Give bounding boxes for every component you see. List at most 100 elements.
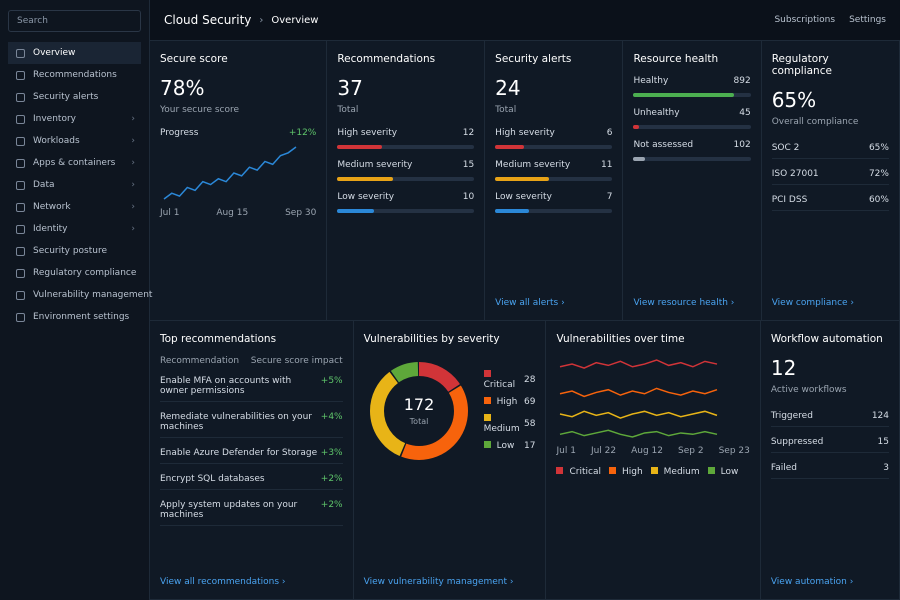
bar-track bbox=[633, 125, 751, 129]
breadcrumb[interactable]: Cloud Security bbox=[164, 13, 252, 27]
standard-name: SOC 2 bbox=[771, 143, 800, 153]
bar-track bbox=[495, 145, 613, 149]
legend-item: Medium bbox=[650, 466, 700, 477]
legend: Critical High Medium Low bbox=[556, 466, 749, 477]
legend-name-wrap: Low bbox=[483, 441, 515, 451]
line-chart bbox=[560, 358, 718, 438]
link[interactable]: View all recommendations bbox=[160, 577, 343, 587]
subscriptions-button[interactable]: Subscriptions bbox=[774, 15, 836, 25]
progress-label: Progress bbox=[160, 128, 199, 138]
workflow-value: 15 bbox=[877, 436, 889, 447]
legend-name: Low bbox=[496, 441, 515, 451]
legend: Critical 28 High 69 Medium 58 Low 17 bbox=[483, 370, 536, 451]
nav-item[interactable]: Regulatory compliance bbox=[8, 262, 141, 284]
workflow-value: 3 bbox=[883, 462, 889, 473]
main: Cloud Security Overview Subscriptions Se… bbox=[150, 0, 900, 600]
bar-row: Medium severity 11 bbox=[495, 160, 612, 170]
legend-name: Critical bbox=[569, 466, 601, 477]
recommendation-row[interactable]: Apply system updates on your machines +2% bbox=[160, 495, 343, 526]
nav-item[interactable]: Recommendations bbox=[8, 64, 141, 86]
x-tick-label: Sep 23 bbox=[718, 445, 750, 456]
link[interactable]: View vulnerability management bbox=[364, 577, 536, 587]
recommendation-row[interactable]: Enable MFA on accounts with owner permis… bbox=[160, 371, 343, 402]
x-tick-label: Jul 1 bbox=[160, 208, 180, 218]
recommendation-row[interactable]: Remediate vulnerabilities on your machin… bbox=[160, 407, 343, 438]
standard-name: ISO 27001 bbox=[771, 169, 819, 179]
nav-item[interactable]: Network bbox=[8, 196, 141, 218]
workflow-row: Triggered 124 bbox=[770, 406, 889, 427]
nav-item[interactable]: Security posture bbox=[8, 240, 141, 262]
nav-item[interactable]: Apps & containers bbox=[8, 152, 141, 174]
bar-value: 45 bbox=[739, 108, 751, 118]
x-tick-label: Aug 15 bbox=[216, 208, 249, 218]
link[interactable]: View all alerts bbox=[495, 298, 612, 308]
nav-item[interactable]: Inventory bbox=[8, 108, 141, 130]
bar-track bbox=[633, 93, 751, 97]
bar-track bbox=[337, 209, 475, 213]
nav-item[interactable]: Security alerts bbox=[8, 86, 141, 108]
legend-item: Critical bbox=[556, 466, 601, 477]
recommendation-row[interactable]: Encrypt SQL databases +2% bbox=[160, 469, 343, 490]
card-title: Secure score bbox=[160, 53, 228, 65]
donut-chart: 172 Total bbox=[369, 361, 468, 460]
bar-label: High severity bbox=[337, 128, 398, 138]
card-title: Resource health bbox=[633, 53, 719, 65]
compliance-subtitle: Overall compliance bbox=[771, 117, 859, 127]
settings-button[interactable]: Settings bbox=[849, 15, 886, 25]
secure-score-card: Secure score 78% Your secure score Progress… bbox=[150, 41, 328, 320]
score-chart bbox=[163, 146, 297, 200]
nav-item[interactable]: Identity bbox=[8, 218, 141, 240]
workflow-automation-card: Workflow automation 12 Active workflows Tri… bbox=[760, 320, 900, 599]
workflow-label: Suppressed bbox=[770, 436, 824, 447]
legend-name-wrap: Medium bbox=[483, 414, 524, 434]
trend-line bbox=[560, 387, 718, 397]
impact: +2% bbox=[320, 499, 343, 510]
recommendations-card: Recommendations 37 Total High severity 12 Med… bbox=[327, 41, 486, 320]
header-actions: Subscriptions Settings bbox=[774, 15, 886, 25]
nav-item[interactable]: Data bbox=[8, 174, 141, 196]
x-tick-label: Jul 1 bbox=[556, 445, 576, 456]
bar-row: Low severity 10 bbox=[337, 192, 474, 202]
legend-item: Medium 58 bbox=[483, 414, 535, 434]
legend-swatch bbox=[483, 414, 491, 421]
link[interactable]: View compliance bbox=[772, 298, 889, 308]
bar bbox=[633, 125, 639, 129]
bar-label: Healthy bbox=[633, 76, 669, 86]
legend-value: 28 bbox=[524, 375, 536, 385]
recommendation-name: Enable Azure Defender for Storage bbox=[160, 447, 318, 458]
progress-header: Progress +12% bbox=[160, 128, 316, 138]
recommendation-row[interactable]: Enable Azure Defender for Storage +3% bbox=[160, 443, 343, 464]
nav-item[interactable]: Environment settings bbox=[8, 306, 141, 328]
score-subtitle: Your secure score bbox=[160, 105, 240, 115]
bar-label: Low severity bbox=[495, 192, 552, 202]
link[interactable]: View automation bbox=[771, 577, 889, 587]
total-label: Active workflows bbox=[770, 384, 847, 395]
standard-name: PCI DSS bbox=[771, 195, 808, 205]
nav-item[interactable]: Overview bbox=[8, 42, 141, 64]
bar-label: High severity bbox=[495, 128, 555, 138]
legend-name: Medium bbox=[483, 424, 520, 434]
bar bbox=[495, 145, 525, 149]
bar-track bbox=[337, 177, 475, 181]
bar-value: 12 bbox=[462, 128, 475, 138]
workflow-row: Suppressed 15 bbox=[770, 432, 889, 453]
legend-swatch bbox=[483, 397, 491, 404]
legend-name-wrap: High bbox=[483, 397, 517, 407]
legend-name-wrap: Critical bbox=[483, 370, 524, 390]
header: Cloud Security Overview Subscriptions Se… bbox=[150, 0, 900, 41]
standard-value: 65% bbox=[868, 143, 889, 153]
vulnerabilities-over-time-card: Vulnerabilities over time Jul 1 Jul 22 Aug … bbox=[546, 320, 761, 599]
donut-total: 172 bbox=[403, 395, 434, 414]
security-alerts-card: Security alerts 24 Total High severity 6 Medi… bbox=[485, 41, 624, 320]
nav-item[interactable]: Workloads bbox=[8, 130, 141, 152]
compliance-row: ISO 27001 72% bbox=[771, 164, 889, 185]
donut-segment bbox=[369, 361, 468, 460]
x-tick-label: Jul 22 bbox=[590, 445, 617, 456]
card-title: Security alerts bbox=[495, 53, 572, 65]
standard-value: 60% bbox=[868, 195, 889, 205]
bar-track bbox=[495, 209, 613, 213]
search-box[interactable]: Search bbox=[8, 10, 141, 32]
nav-item[interactable]: Vulnerability management bbox=[8, 284, 152, 306]
link[interactable]: View resource health bbox=[633, 298, 750, 308]
